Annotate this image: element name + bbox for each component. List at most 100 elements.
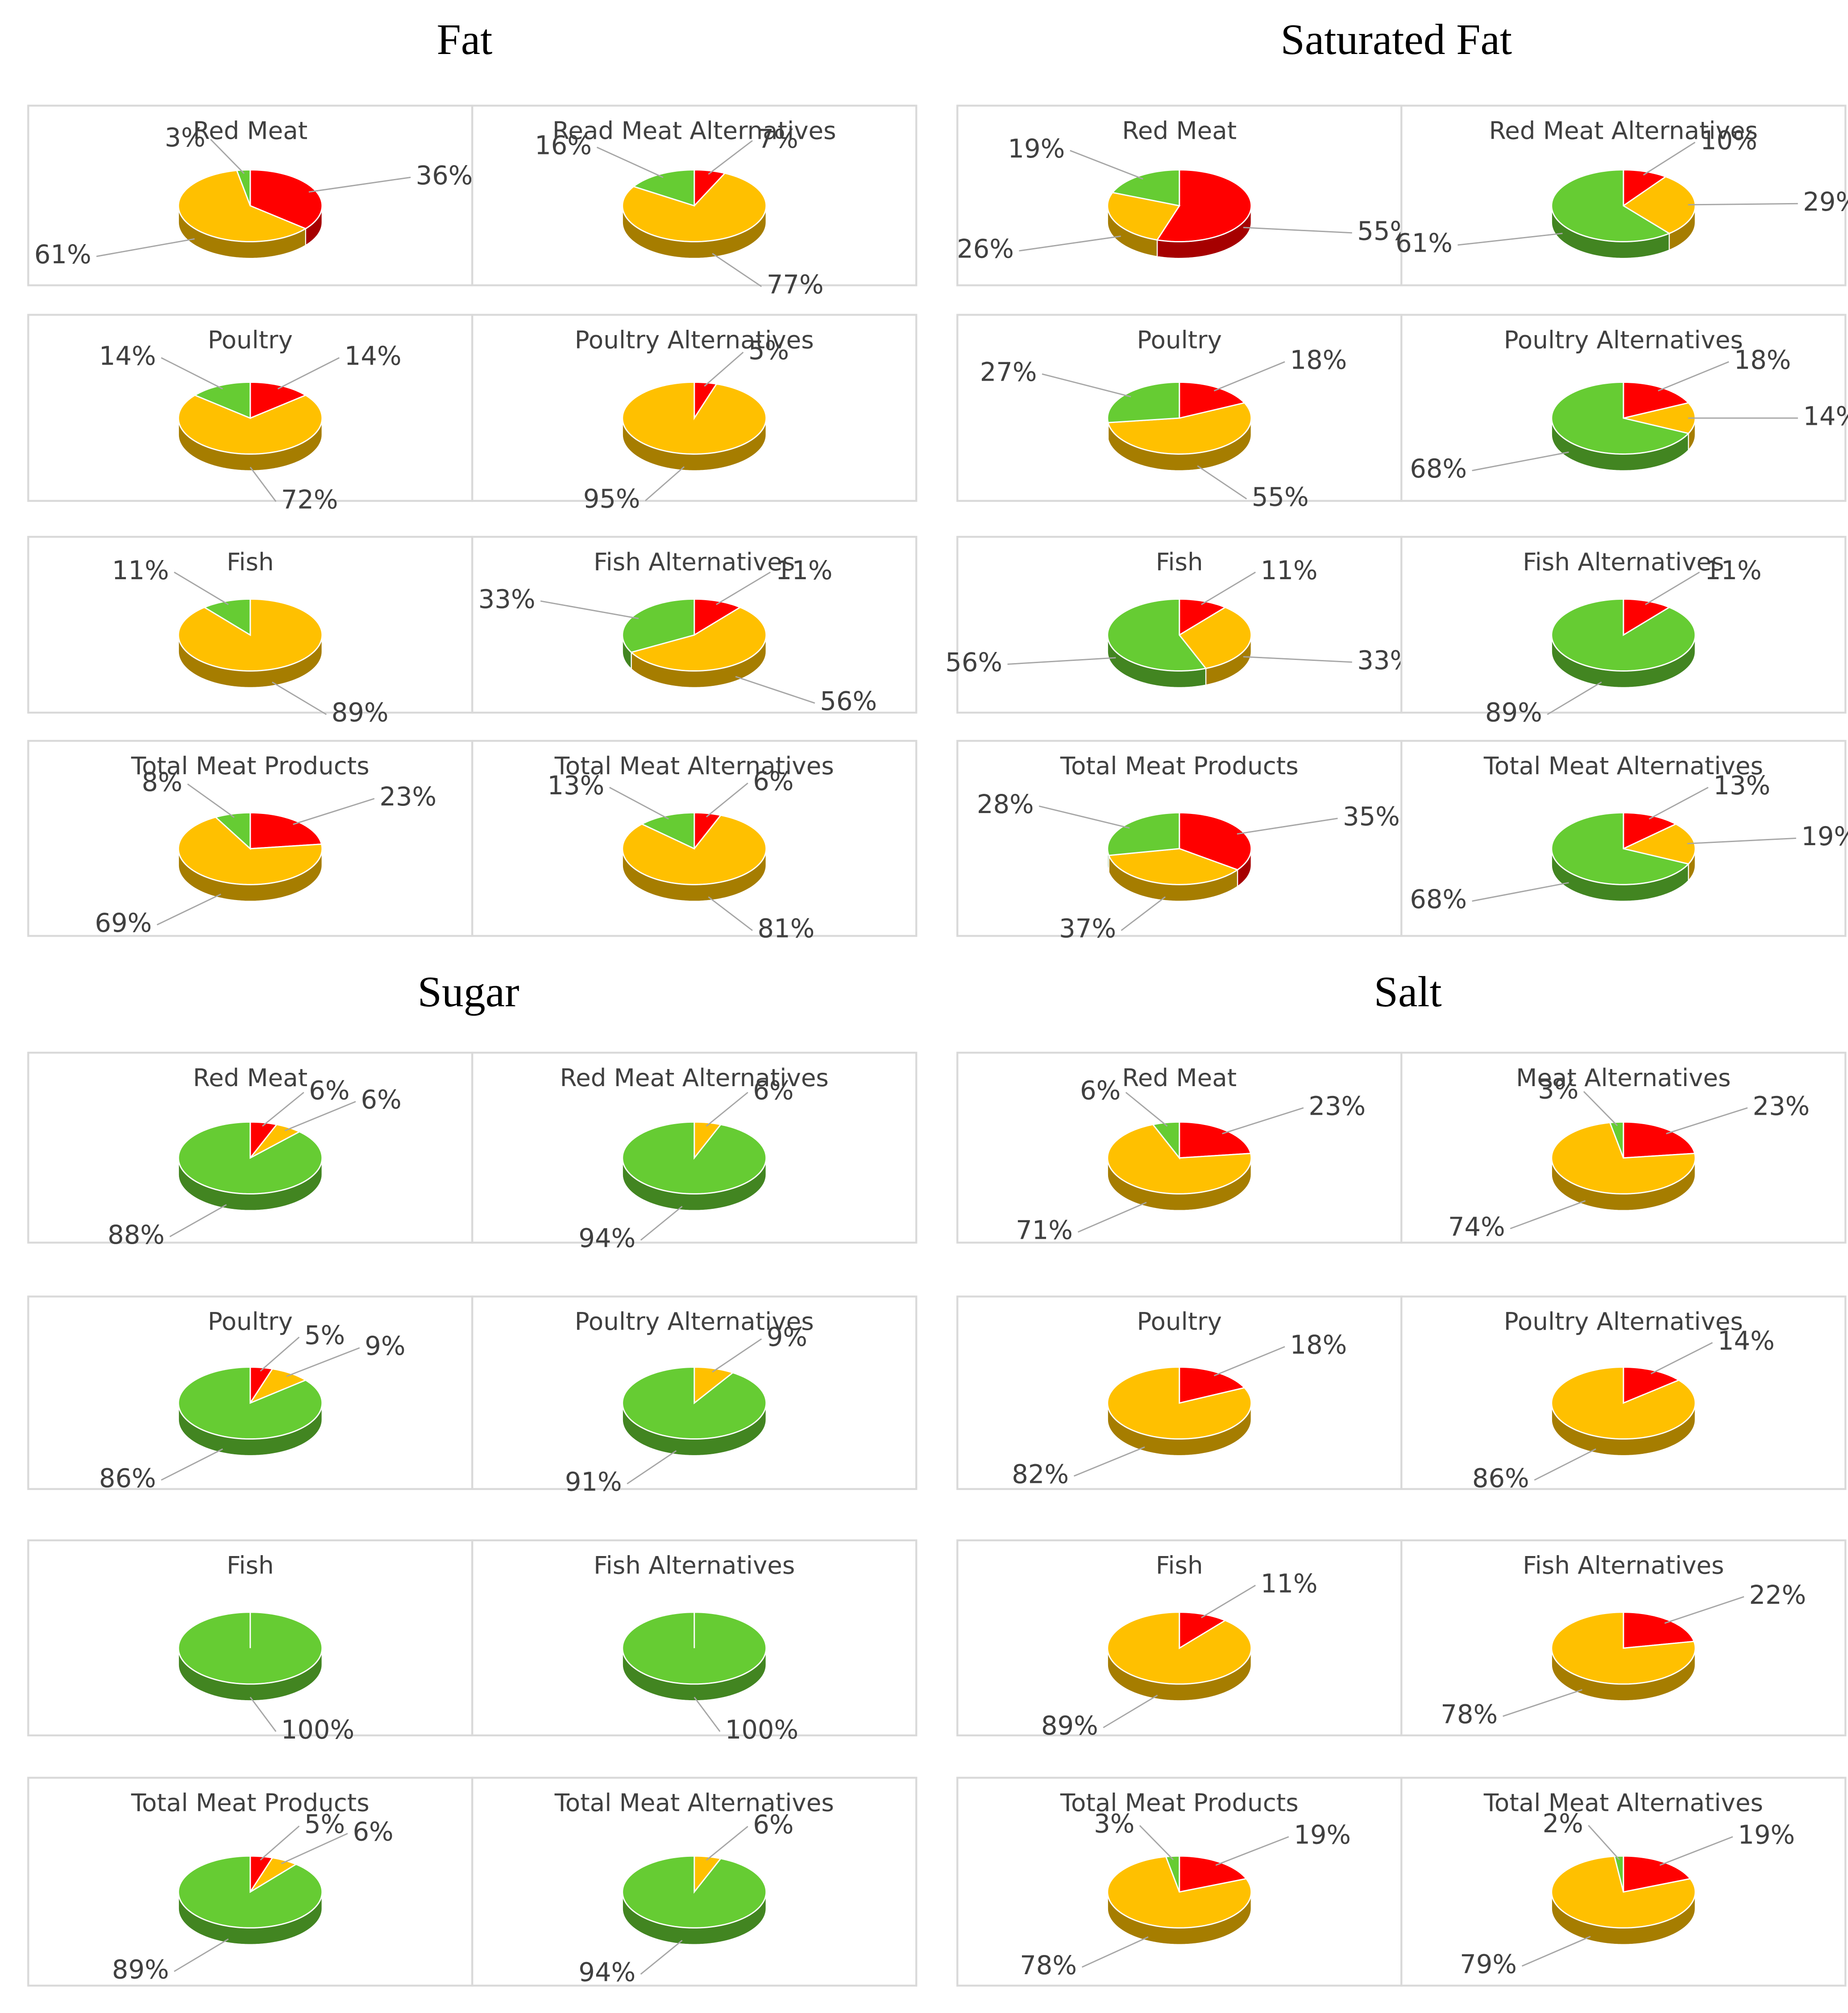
pie-slice [1107,1856,1252,1929]
leader-line [596,146,664,178]
chart-title: Total Meat Products [1060,751,1299,780]
data-label: 11% [776,556,833,585]
pie-slice [1179,598,1227,636]
pie-chart: Poultry 14% 72% 14% [27,314,473,515]
chart-title: Total Meat Alternatives [1483,751,1763,780]
data-label: 94% [578,1958,635,1988]
leader-line [712,1338,762,1373]
pie-slice [1613,1855,1624,1893]
leader-line [1201,572,1256,606]
data-label: 89% [1485,698,1542,728]
pie-slice [178,1855,323,1929]
chart-title: Poultry Alternatives [575,1307,814,1336]
pie-slice [1107,382,1180,423]
pie-slice [1107,402,1252,455]
pie-slice [1623,1855,1692,1893]
pie-slice [178,1121,323,1195]
leader-line [277,357,340,390]
data-label: 8% [142,768,183,797]
data-label: 19% [1738,1820,1795,1850]
leader-line [1222,1107,1304,1134]
data-label: 69% [95,908,152,938]
data-label: 89% [332,698,389,728]
pie-chart: Total Meat Alternatives 19% 79% 2% [1400,1776,1847,1987]
data-label: 14% [1718,1326,1775,1356]
pie-slice [1156,169,1252,243]
chart-title: Fish Alternatives [594,1551,795,1580]
leader-line [706,1092,748,1127]
data-label: 56% [945,647,1002,677]
pie-slice [236,169,251,206]
pie-slice [1551,598,1696,672]
section-title: Sugar [418,968,519,1016]
data-label: 89% [112,1955,169,1984]
data-label: 11% [1261,1569,1318,1598]
chart-title: Total Meat Alternatives [1483,1789,1763,1817]
data-label: 91% [565,1467,622,1497]
pie-slice [1179,1121,1252,1159]
pie-chart: Total Meat Products 19% 78% 3% [956,1776,1403,1987]
data-label: 56% [820,686,877,716]
leader-line [1649,787,1709,820]
chart-title: Poultry [1137,325,1222,354]
pie-slice [1551,1611,1696,1685]
leader-line [1666,1107,1748,1134]
data-label: 29% [1803,187,1848,217]
data-label: 9% [767,1322,807,1352]
data-label: 78% [1441,1700,1498,1730]
data-label: 13% [1713,771,1770,801]
leader-line [1503,1689,1582,1717]
chart-title: Red Meat [1122,116,1237,145]
leader-line [1121,896,1166,931]
section-title: Fat [437,16,493,64]
leader-line [308,176,411,193]
pie-chart: Poultry 18% 55% 27% [956,314,1403,512]
leader-line [1007,657,1116,665]
leader-line [540,600,639,619]
chart-title: Fish [1156,1551,1203,1580]
leader-line [187,783,235,818]
pie-slice [1179,1855,1248,1893]
leader-line [1547,681,1602,715]
leader-line [1213,1346,1285,1377]
data-label: 11% [112,556,169,585]
leader-line [708,896,753,931]
data-label: 11% [1705,556,1762,585]
data-label: 95% [583,484,640,514]
leader-line [1103,1694,1158,1728]
leader-line [645,466,685,502]
pie-slice [622,814,767,885]
data-label: 6% [361,1085,402,1115]
pie-slice [622,1855,767,1929]
pie-slice [622,598,695,653]
pie-slice [1609,1121,1624,1158]
leader-line [1081,1936,1149,1968]
pie-slice [178,816,323,885]
pie-slice [1623,1121,1696,1159]
leader-line [281,1833,348,1864]
pie-slice [249,1124,301,1159]
leader-line [1659,1836,1733,1866]
pie-slice [1179,1611,1227,1649]
pie-slice [1178,606,1252,669]
data-label: 74% [1448,1212,1505,1242]
pie-slice [178,1611,323,1685]
pie-slice [1551,1366,1696,1440]
data-label: 89% [1041,1711,1098,1741]
leader-line [1197,465,1247,500]
leader-line [1073,1446,1145,1477]
leader-line [1472,882,1569,902]
pie-slice [1111,169,1180,207]
leader-line [1687,837,1796,844]
pie-slice [193,382,251,419]
pie-slice [1107,1124,1252,1195]
data-label: 86% [99,1463,156,1493]
leader-line [249,1697,277,1732]
pie-slice [203,598,251,636]
pie-chart: Red Meat 6% 6%88% [27,1051,473,1250]
leader-line [260,1825,300,1861]
